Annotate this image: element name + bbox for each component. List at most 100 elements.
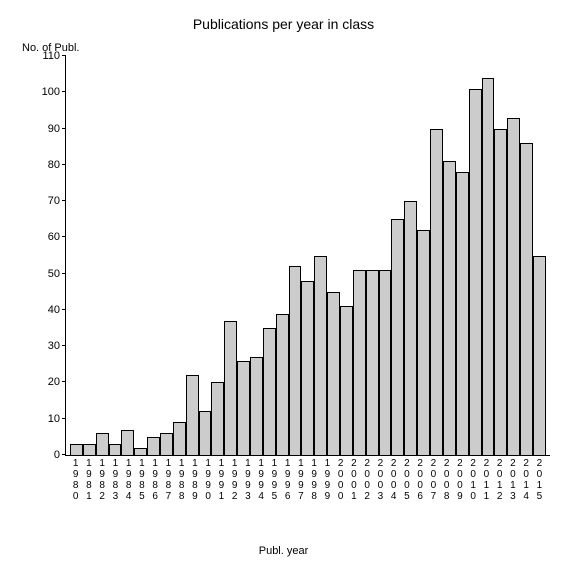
bar	[109, 444, 122, 455]
x-tick-label: 2004	[387, 458, 400, 502]
x-tick-label: 2011	[480, 458, 493, 502]
x-labels-group: 1980198119821983198419851986198719881989…	[65, 458, 550, 502]
bar	[289, 266, 302, 455]
bar	[211, 382, 224, 455]
bar	[301, 281, 314, 455]
plot-area: 0102030405060708090100110	[65, 56, 550, 456]
bar	[147, 437, 160, 455]
x-tick-label: 1982	[96, 458, 109, 502]
x-tick-label: 2001	[347, 458, 360, 502]
y-tick-label: 30	[48, 340, 66, 352]
y-tick-mark	[62, 273, 66, 274]
x-tick-label: 1993	[241, 458, 254, 502]
bar	[160, 433, 173, 455]
y-tick-label: 90	[48, 123, 66, 135]
bar	[443, 161, 456, 455]
x-tick-label: 1992	[228, 458, 241, 502]
bar	[173, 422, 186, 455]
bar	[379, 270, 392, 455]
bar	[121, 430, 134, 455]
x-tick-label: 1984	[122, 458, 135, 502]
bar	[340, 306, 353, 455]
x-tick-label: 2006	[414, 458, 427, 502]
x-tick-label: 1989	[188, 458, 201, 502]
x-tick-label: 1983	[109, 458, 122, 502]
bar	[327, 292, 340, 455]
y-tick-mark	[62, 381, 66, 382]
x-tick-label: 1981	[82, 458, 95, 502]
x-tick-label: 1987	[162, 458, 175, 502]
y-tick-mark	[62, 236, 66, 237]
chart-title: Publications per year in class	[0, 16, 567, 32]
y-tick-label: 110	[42, 50, 66, 62]
x-tick-label: 1996	[281, 458, 294, 502]
x-tick-label: 2008	[440, 458, 453, 502]
bar	[83, 444, 96, 455]
y-tick-label: 40	[48, 304, 66, 316]
x-tick-label: 1997	[294, 458, 307, 502]
x-tick-label: 2012	[493, 458, 506, 502]
x-tick-label: 1991	[215, 458, 228, 502]
y-tick-label: 10	[48, 413, 66, 425]
x-tick-label: 2005	[400, 458, 413, 502]
x-tick-label: 1980	[69, 458, 82, 502]
y-tick-mark	[62, 55, 66, 56]
x-tick-label: 1995	[268, 458, 281, 502]
y-tick-mark	[62, 164, 66, 165]
y-tick-label: 70	[48, 195, 66, 207]
y-tick-mark	[62, 309, 66, 310]
y-tick-label: 80	[48, 159, 66, 171]
x-tick-label: 2015	[533, 458, 546, 502]
x-tick-label: 1999	[321, 458, 334, 502]
y-tick-label: 20	[48, 376, 66, 388]
x-tick-label: 2007	[427, 458, 440, 502]
y-tick-label: 100	[42, 86, 66, 98]
bar	[134, 448, 147, 455]
bar	[520, 143, 533, 455]
y-tick-label: 60	[48, 231, 66, 243]
y-tick-mark	[62, 91, 66, 92]
bar	[533, 256, 546, 456]
bars-group	[66, 56, 550, 455]
x-tick-label: 1990	[202, 458, 215, 502]
x-tick-label: 1985	[135, 458, 148, 502]
bar	[263, 328, 276, 455]
x-tick-label: 2010	[467, 458, 480, 502]
x-tick-label: 2014	[520, 458, 533, 502]
bar	[391, 219, 404, 455]
bar	[314, 256, 327, 456]
bar	[186, 375, 199, 455]
y-tick-mark	[62, 454, 66, 455]
bar	[224, 321, 237, 455]
y-tick-mark	[62, 200, 66, 201]
y-tick-mark	[62, 418, 66, 419]
x-tick-label: 1994	[255, 458, 268, 502]
bar	[276, 314, 289, 455]
bar	[430, 129, 443, 455]
bar	[494, 129, 507, 455]
x-tick-label: 2003	[374, 458, 387, 502]
x-tick-label: 2000	[334, 458, 347, 502]
bar	[237, 361, 250, 455]
bar	[482, 78, 495, 455]
bar	[456, 172, 469, 455]
x-tick-label: 2009	[453, 458, 466, 502]
x-tick-label: 1998	[308, 458, 321, 502]
bar	[353, 270, 366, 455]
bar	[417, 230, 430, 455]
bar	[70, 444, 83, 455]
y-tick-mark	[62, 345, 66, 346]
chart-container: Publications per year in class No. of Pu…	[0, 0, 567, 567]
bar	[366, 270, 379, 455]
x-tick-label: 1986	[149, 458, 162, 502]
x-tick-label: 2013	[506, 458, 519, 502]
bar	[507, 118, 520, 455]
x-tick-label: 2002	[361, 458, 374, 502]
y-tick-label: 50	[48, 268, 66, 280]
x-tick-label: 1988	[175, 458, 188, 502]
bar	[199, 411, 212, 455]
bar	[469, 89, 482, 455]
bar	[96, 433, 109, 455]
bar	[250, 357, 263, 455]
bar	[404, 201, 417, 455]
